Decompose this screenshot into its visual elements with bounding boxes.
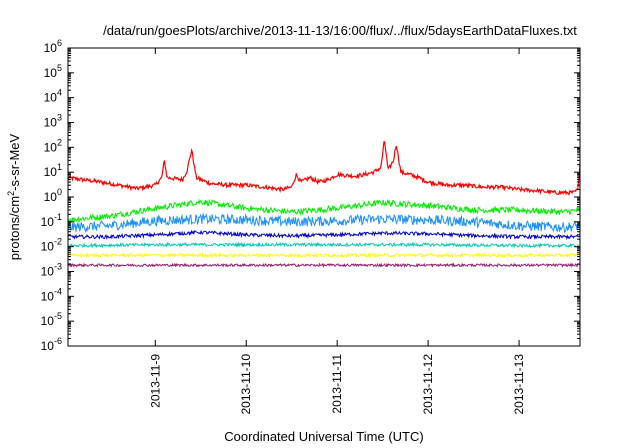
y-tick-label: 10-5 (41, 311, 62, 328)
series-layer (67, 141, 581, 268)
y-tick-label: 104 (44, 88, 62, 105)
y-tick-label: 103 (44, 113, 62, 130)
x-axis: 2013-11-9 2013-11-10 2013-11-11 2013-11-12 2… (148, 48, 526, 415)
series-line-4 (67, 229, 581, 241)
x-tick-label: 2013-11-11 (330, 354, 344, 414)
y-axis-label: protons/cm2-s-sr-MeV (6, 133, 22, 260)
series-line-5 (67, 241, 581, 249)
y-tick-label: 10-6 (41, 336, 62, 353)
series-line-3 (67, 212, 581, 234)
y-axis: 10-6 10-5 10-4 10-3 10-2 10-1 100 101 102 103 104 1… (41, 38, 580, 353)
chart-title: /data/run/goesPlots/archive/2013-11-13/1… (103, 23, 577, 38)
x-tick-label: 2013-11-9 (148, 354, 162, 408)
x-tick-label: 2013-11-10 (239, 354, 253, 415)
x-tick-label: 2013-11-12 (421, 354, 435, 415)
y-tick-label: 10-3 (41, 262, 62, 279)
plot-frame (67, 47, 581, 347)
y-tick-label: 101 (44, 162, 62, 179)
y-tick-label: 100 (44, 187, 62, 204)
x-axis-label: Coordinated Universal Time (UTC) (224, 429, 423, 444)
y-tick-label: 106 (44, 38, 62, 55)
series-line-6 (67, 252, 581, 259)
y-tick-label: 10-4 (41, 286, 62, 303)
y-tick-label: 10-2 (41, 237, 62, 254)
y-tick-label: 10-1 (41, 212, 62, 229)
series-line-7 (67, 262, 581, 268)
series-line-1 (67, 141, 581, 196)
y-tick-label: 102 (44, 137, 62, 154)
series-line-2 (67, 198, 581, 225)
y-tick-label: 105 (44, 63, 62, 80)
x-tick-label: 2013-11-13 (512, 354, 526, 415)
